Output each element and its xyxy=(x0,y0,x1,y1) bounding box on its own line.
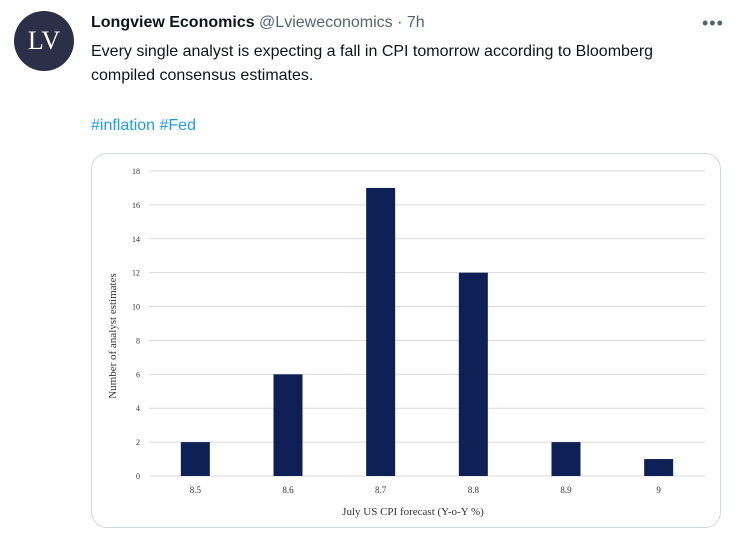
y-tick-label: 12 xyxy=(132,269,140,278)
avatar-initials: LV xyxy=(27,26,61,55)
tweet-media[interactable]: 0 2 4 6 8 10 12 14 16 18 8.5 8.6 8.7 8.8 8.9 9 July US … xyxy=(91,153,721,528)
x-tick-label: 9 xyxy=(656,485,661,495)
author-name[interactable]: Longview Economics xyxy=(91,14,255,31)
y-tick-label: 8 xyxy=(136,336,140,345)
hashtag-fed[interactable]: #Fed xyxy=(159,117,196,134)
x-tick-label: 8.8 xyxy=(468,485,480,495)
hashtag-line: #inflation #Fed xyxy=(91,114,196,138)
chart-svg: 0 2 4 6 8 10 12 14 16 18 8.5 8.6 8.7 8.8 8.9 9 July US … xyxy=(107,167,705,518)
bar-8-5 xyxy=(180,442,210,476)
y-tick-label: 0 xyxy=(136,472,140,481)
grid-lines xyxy=(149,170,705,477)
timestamp[interactable]: 7h xyxy=(406,14,425,31)
x-axis-label: July US CPI forecast (Y-o-Y %) xyxy=(342,506,484,518)
x-tick-label: 8.9 xyxy=(560,485,572,495)
more-icon[interactable]: ••• xyxy=(702,13,724,33)
y-axis-label: Number of analyst estimates xyxy=(107,273,119,399)
bars xyxy=(180,187,674,476)
bar-8-8 xyxy=(458,272,488,476)
y-tick-label: 14 xyxy=(132,235,140,244)
x-tick-label: 8.7 xyxy=(375,485,387,495)
y-tick-label: 10 xyxy=(132,303,140,312)
tweet-header: Longview Economics @Lvieweconomics · 7h xyxy=(91,13,425,33)
bar-8-9 xyxy=(551,442,581,476)
y-tick-label: 2 xyxy=(136,438,140,447)
bar-9 xyxy=(644,459,674,476)
bar-8-6 xyxy=(273,374,303,476)
y-tick-label: 6 xyxy=(136,370,140,379)
y-tick-label: 18 xyxy=(132,167,140,176)
avatar[interactable]: LV xyxy=(14,11,74,71)
tweet-text: Every single analyst is expecting a fall… xyxy=(91,43,654,84)
x-tick-label: 8.5 xyxy=(190,485,202,495)
y-tick-label: 4 xyxy=(136,404,140,413)
hashtag-inflation[interactable]: #inflation xyxy=(91,117,156,134)
bar-8-7 xyxy=(366,187,396,476)
separator-dot: · xyxy=(397,14,403,31)
y-tick-label: 16 xyxy=(132,201,140,210)
x-tick-label: 8.6 xyxy=(282,485,294,495)
author-handle[interactable]: @Lvieweconomics xyxy=(259,14,393,31)
tick-labels: 0 2 4 6 8 10 12 14 16 18 8.5 8.6 8.7 8.8 8.9 9 xyxy=(132,167,661,495)
